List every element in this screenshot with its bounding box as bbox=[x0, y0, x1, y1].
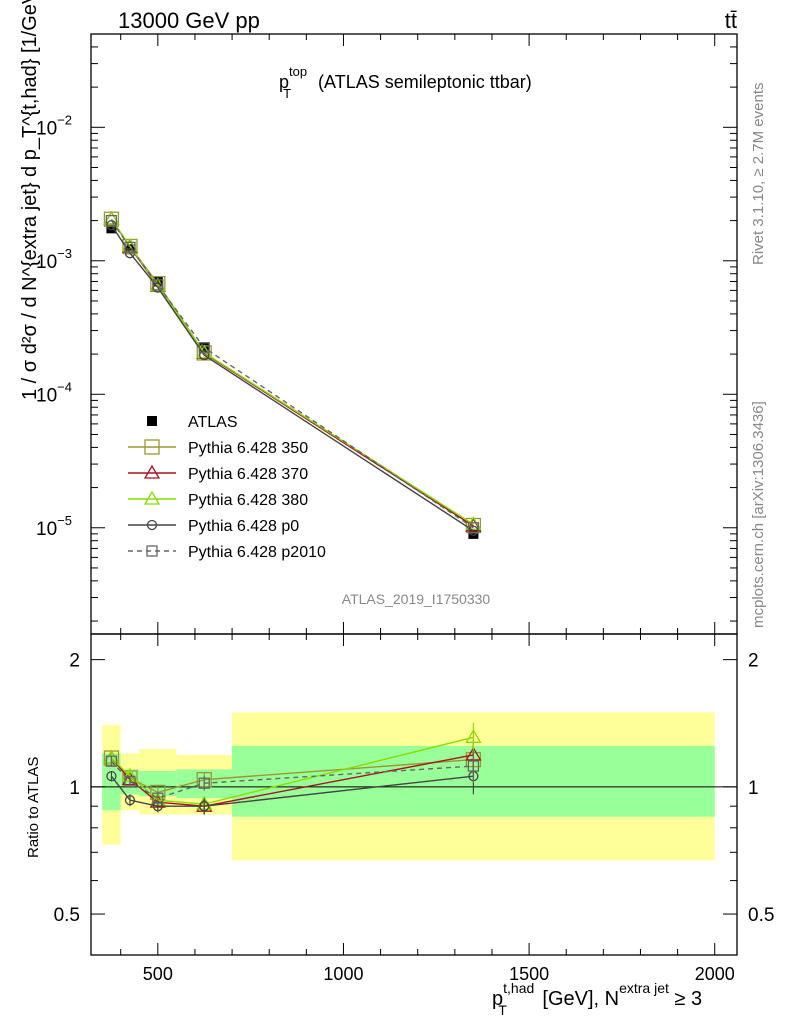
data-point bbox=[124, 241, 136, 254]
data-point bbox=[152, 279, 164, 291]
data-point bbox=[105, 214, 118, 227]
legend-marker bbox=[143, 490, 161, 505]
x-tick-label: 2000 bbox=[695, 964, 735, 984]
data-point bbox=[103, 210, 120, 225]
tick-base: 10 bbox=[36, 118, 57, 139]
x-tick-label: 1500 bbox=[509, 964, 549, 984]
legend: ATLAS Pythia 6.428 350 Pythia 6.428 370 Pyt… bbox=[128, 414, 326, 561]
lower-y-tick-label-left: 0.5 bbox=[54, 905, 80, 926]
lower-y-tick-label-right: 0.5 bbox=[748, 905, 774, 926]
ratio-point bbox=[467, 760, 480, 772]
xlabel-sup: t,had bbox=[503, 980, 534, 996]
data-point bbox=[465, 517, 482, 532]
upper-y-tick-label: 10−3 bbox=[36, 246, 72, 273]
data-point bbox=[106, 223, 117, 234]
x-axis-label: pt,had T [GeV], Nextra jet ≥ 3 bbox=[492, 980, 702, 1018]
lower-frame bbox=[90, 633, 738, 956]
ratio-point bbox=[124, 795, 136, 806]
ratio-point bbox=[152, 792, 164, 804]
upper-y-tick-label: 10−4 bbox=[36, 379, 72, 406]
tick-exp: −3 bbox=[57, 246, 72, 261]
rivet-label: Rivet 3.1.10, ≥ 2.7M events bbox=[750, 83, 767, 266]
title-rest: (ATLAS semileptonic ttbar) bbox=[313, 72, 532, 92]
legend-marker bbox=[147, 416, 157, 426]
mcplots-label: mcplots.cern.ch [arXiv:1306.3436] bbox=[750, 401, 767, 628]
plot-title: ptop T (ATLAS semileptonic ttbar) bbox=[279, 64, 532, 101]
series-line-5 bbox=[110, 220, 474, 529]
lower-plot-marks bbox=[103, 722, 482, 815]
series-line-3 bbox=[110, 218, 474, 525]
stat-band-0 bbox=[102, 753, 121, 811]
x-tick-label: 500 bbox=[143, 964, 173, 984]
data-point bbox=[198, 342, 210, 354]
title-sub: T bbox=[283, 86, 291, 101]
ratio-line-5 bbox=[110, 760, 474, 799]
legend-marker bbox=[146, 519, 158, 531]
legend-marker bbox=[143, 464, 161, 479]
upper-ylabel-text: 1 / σ d²σ / d N^{extra jet} d p_T^{t,had… bbox=[19, 0, 41, 400]
header-right-label: tt̄ bbox=[725, 8, 737, 33]
lower-y-tick-label-right: 2 bbox=[748, 651, 759, 672]
legend-label: ATLAS bbox=[188, 414, 238, 431]
upper-y-tick-label: 10−2 bbox=[36, 112, 72, 139]
xlabel-main: p bbox=[492, 988, 503, 1010]
analysis-id: ATLAS_2019_I1750330 bbox=[342, 591, 491, 607]
tick-exp: −5 bbox=[57, 513, 72, 528]
xlabel-sup2: extra jet bbox=[619, 980, 669, 996]
ratio-point bbox=[198, 777, 210, 789]
legend-label: Pythia 6.428 p2010 bbox=[188, 544, 326, 561]
x-tick-label: 1000 bbox=[323, 964, 363, 984]
legend-label: Pythia 6.428 350 bbox=[188, 440, 308, 457]
xlabel-sub: T bbox=[498, 1002, 507, 1018]
ratio-point bbox=[199, 801, 210, 812]
data-point bbox=[152, 276, 163, 287]
tick-base: 10 bbox=[36, 519, 57, 540]
upper-y-tick-label: 10−5 bbox=[36, 513, 72, 540]
legend-label: Pythia 6.428 370 bbox=[188, 466, 308, 483]
series-line-4 bbox=[110, 224, 474, 532]
tick-base: 10 bbox=[36, 252, 57, 273]
legend-label: Pythia 6.428 380 bbox=[188, 492, 308, 509]
header-left-label: 13000 GeV pp bbox=[118, 8, 260, 33]
upper-plot-marks bbox=[103, 210, 482, 539]
lower-y-tick-label-right: 1 bbox=[748, 778, 759, 799]
data-point bbox=[468, 528, 479, 539]
ratio-point bbox=[106, 771, 117, 782]
xlabel-end: ≥ 3 bbox=[669, 988, 702, 1010]
lower-y-tick-label-left: 1 bbox=[69, 778, 80, 799]
lower-y-axis-label: Ratio to ATLAS bbox=[25, 757, 42, 858]
ratio-point bbox=[465, 729, 482, 743]
data-point bbox=[199, 350, 210, 361]
xlabel-rest: [GeV], N bbox=[537, 988, 619, 1010]
ratio-point bbox=[124, 775, 136, 788]
title-main: p bbox=[279, 72, 289, 92]
lower-y-tick-label-left: 2 bbox=[69, 651, 80, 672]
upper-y-axis-label: 1 / σ d²σ / d N^{extra jet} d p_T^{t,had… bbox=[19, 0, 41, 400]
legend-marker bbox=[146, 545, 158, 557]
tick-exp: −4 bbox=[57, 379, 72, 394]
data-point bbox=[467, 522, 480, 534]
legend-marker bbox=[144, 439, 160, 455]
tick-base: 10 bbox=[36, 385, 57, 406]
data-point bbox=[121, 237, 139, 252]
tick-exp: −2 bbox=[57, 112, 72, 127]
ratio-point bbox=[105, 755, 118, 767]
title-sup: top bbox=[289, 64, 307, 79]
legend-label: Pythia 6.428 p0 bbox=[188, 518, 299, 535]
